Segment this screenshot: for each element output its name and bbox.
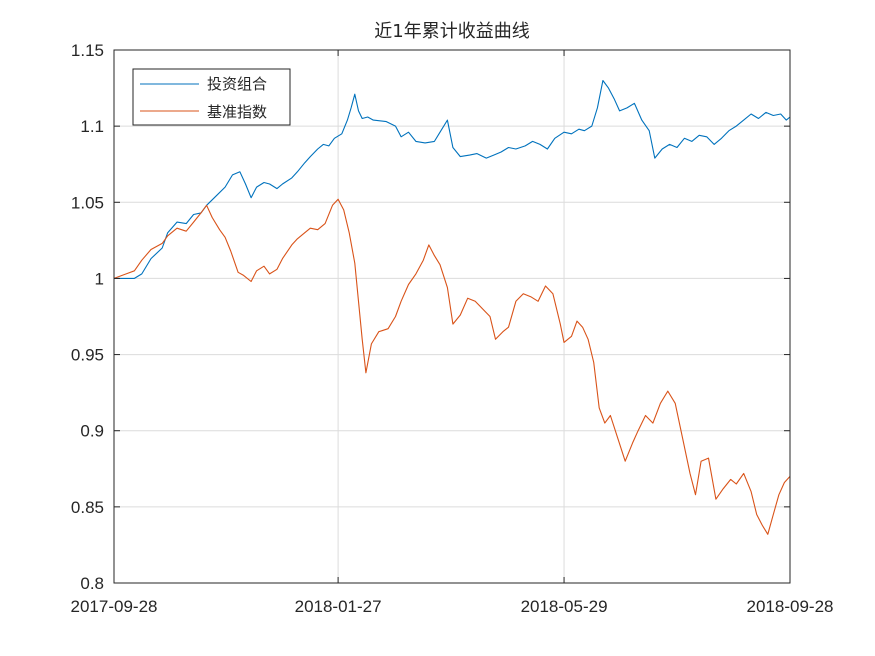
y-tick-label: 1	[95, 269, 104, 288]
legend-label-benchmark: 基准指数	[207, 103, 267, 121]
axis-ticks	[113, 49, 791, 584]
y-tick-label: 1.1	[80, 117, 104, 136]
grid-lines	[114, 50, 790, 583]
y-tick-label: 1.05	[71, 193, 104, 212]
y-tick-label: 0.8	[80, 574, 104, 593]
series-line-portfolio	[114, 79, 791, 279]
x-tick-label: 2018-01-27	[295, 597, 382, 616]
x-tick-label: 2018-09-28	[747, 597, 834, 616]
y-tick-label: 0.85	[71, 498, 104, 517]
y-tick-label: 1.15	[71, 41, 104, 60]
series-lines	[113, 79, 791, 535]
x-tick-label: 2017-09-28	[71, 597, 158, 616]
x-tick-labels: 2017-09-28 2018-01-27 2018-05-29 2018-09-28	[71, 597, 834, 616]
y-tick-label: 0.9	[80, 422, 104, 441]
y-tick-labels: 0.8 0.85 0.9 0.95 1 1.05 1.1 1.15	[71, 41, 104, 593]
series-line-benchmark	[113, 198, 791, 535]
legend-box	[132, 68, 291, 126]
legend-label-portfolio: 投资组合	[207, 75, 267, 93]
axes-box	[113, 49, 791, 584]
legend: 投资组合 基准指数	[132, 68, 291, 126]
chart-title: 近1年累计收益曲线	[374, 21, 529, 42]
x-tick-label: 2018-05-29	[521, 597, 608, 616]
y-tick-label: 0.95	[71, 346, 104, 365]
